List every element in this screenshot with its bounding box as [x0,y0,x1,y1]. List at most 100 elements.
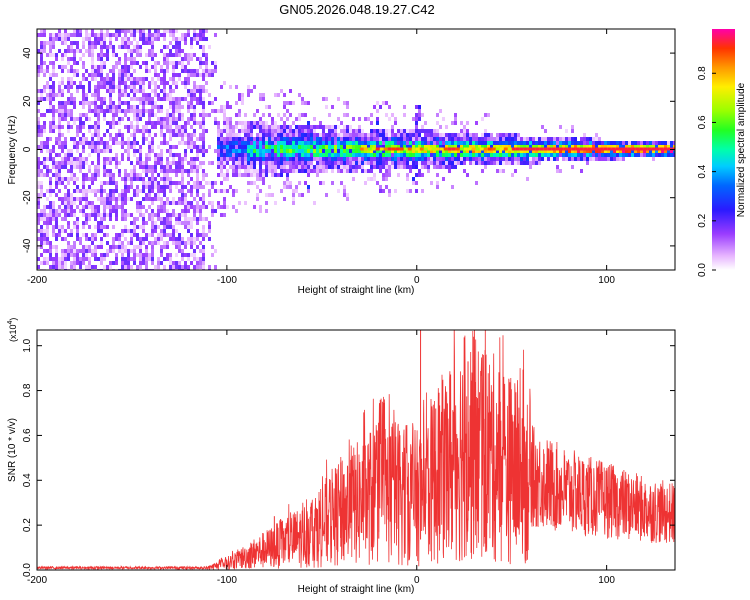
spectrogram-cell [202,61,205,65]
spectrogram-cell [307,173,310,177]
spectrogram-cell [145,169,148,173]
spectrogram-cell [166,109,169,113]
spectrogram-cell [265,145,268,149]
spectrogram-cell [61,133,64,137]
spectrogram-cell [196,37,199,41]
spectrogram-cell [407,147,412,151]
spectrogram-cell [94,225,97,229]
spectrogram-cell [205,217,208,221]
spectrogram-cell [475,145,478,149]
spectrogram-cell [469,157,472,161]
spectrogram-cell [124,249,127,253]
spectrogram-cell [499,133,502,137]
spectrogram-cell [358,117,361,121]
spectrogram-cell [415,105,418,109]
spectrogram-cell [124,265,127,269]
spectrogram-cell [94,193,97,197]
spectrogram-cell [514,169,517,173]
spectrogram-cell [88,81,91,85]
spectrogram-cell [373,177,376,181]
spectrogram-cell [139,189,142,193]
spectrogram-cell [136,245,139,249]
spectrogram-cell [85,93,88,97]
spectrogram-cell [46,217,49,221]
spectrogram-cell [214,65,217,69]
spectrogram-cell [181,213,184,217]
spectrogram-cell [292,189,295,193]
spectrogram-cell [343,137,346,141]
spectrogram-cell [238,141,241,145]
spectrogram-cell [112,33,115,37]
spectrogram-cell [49,89,52,93]
spectrogram-cell [37,157,40,161]
spectrogram-cell [325,125,328,129]
spectrogram-cell [136,49,139,53]
spectrogram-cell [301,137,304,141]
spectrogram-cell [163,125,166,129]
spectrogram-cell [532,141,535,145]
spectrogram-cell [619,153,622,157]
spectrogram-cell [151,241,154,245]
spectrogram-cell [301,101,304,105]
spectrogram-cell [535,147,540,151]
spectrogram-cell [454,141,457,145]
spectrogram-cell [550,141,553,145]
spectrogram-cell [340,149,343,153]
spectrogram-cell [190,189,193,193]
spectrogram-cell [109,121,112,125]
spectrogram-cell [178,141,181,145]
spectrogram-cell [82,145,85,149]
spectrogram-cell [481,137,484,141]
spectrogram-cell [298,193,301,197]
spectrogram-cell [91,137,94,141]
spectrogram-cell [322,157,325,161]
spectrogram-cell [145,237,148,241]
spectrogram-cell [511,157,514,161]
spectrogram-cell [163,173,166,177]
spectrogram-cell [442,141,445,145]
spectrogram-cell [223,205,226,209]
spectrogram-cell [109,209,112,213]
spectrogram-cell [97,209,100,213]
spectrogram-cell [304,169,307,173]
spectrogram-cell [313,133,316,137]
spectrogram-cell [139,109,142,113]
spectrogram-cell [148,197,151,201]
spectrogram-cell [259,129,262,133]
spectrogram-cell [61,257,64,261]
spectrogram-cell [247,137,250,141]
spectrogram-cell [55,53,58,57]
spectrogram-cell [94,109,97,113]
spectrogram-cell [61,117,64,121]
spectrogram-cell [322,153,325,157]
spectrogram-cell [304,113,307,117]
spectrogram-cell [73,201,76,205]
spectrogram-cell [301,145,304,149]
spectrogram-cell [172,145,175,149]
spectrogram-cell [85,197,88,201]
spectrogram-cell [409,133,412,137]
spectrogram-cell [376,149,379,153]
spectrogram-cell [97,197,100,201]
spectrogram-cell [643,141,646,145]
spectrogram-cell [271,145,274,149]
spectrogram-cell [277,93,280,97]
spectrogram-cell [607,141,610,145]
spectrogram-cell [595,153,598,157]
spectrogram-cell [130,161,133,165]
spectrogram-cell [130,141,133,145]
spectrogram-cell [109,69,112,73]
spectrogram-cell [76,73,79,77]
spectrogram-cell [244,137,247,141]
spectrogram-cell [52,105,55,109]
spectrogram-cell [223,189,226,193]
spectrogram-cell [418,105,421,109]
spectrogram-cell [652,141,655,145]
spectrogram-cell [130,109,133,113]
spectrogram-cell [472,153,475,157]
spectrogram-cell [268,193,271,197]
spectrogram-cell [112,77,115,81]
spectrogram-cell [127,93,130,97]
spectrogram-cell [388,137,391,141]
spectrogram-cell [244,169,247,173]
